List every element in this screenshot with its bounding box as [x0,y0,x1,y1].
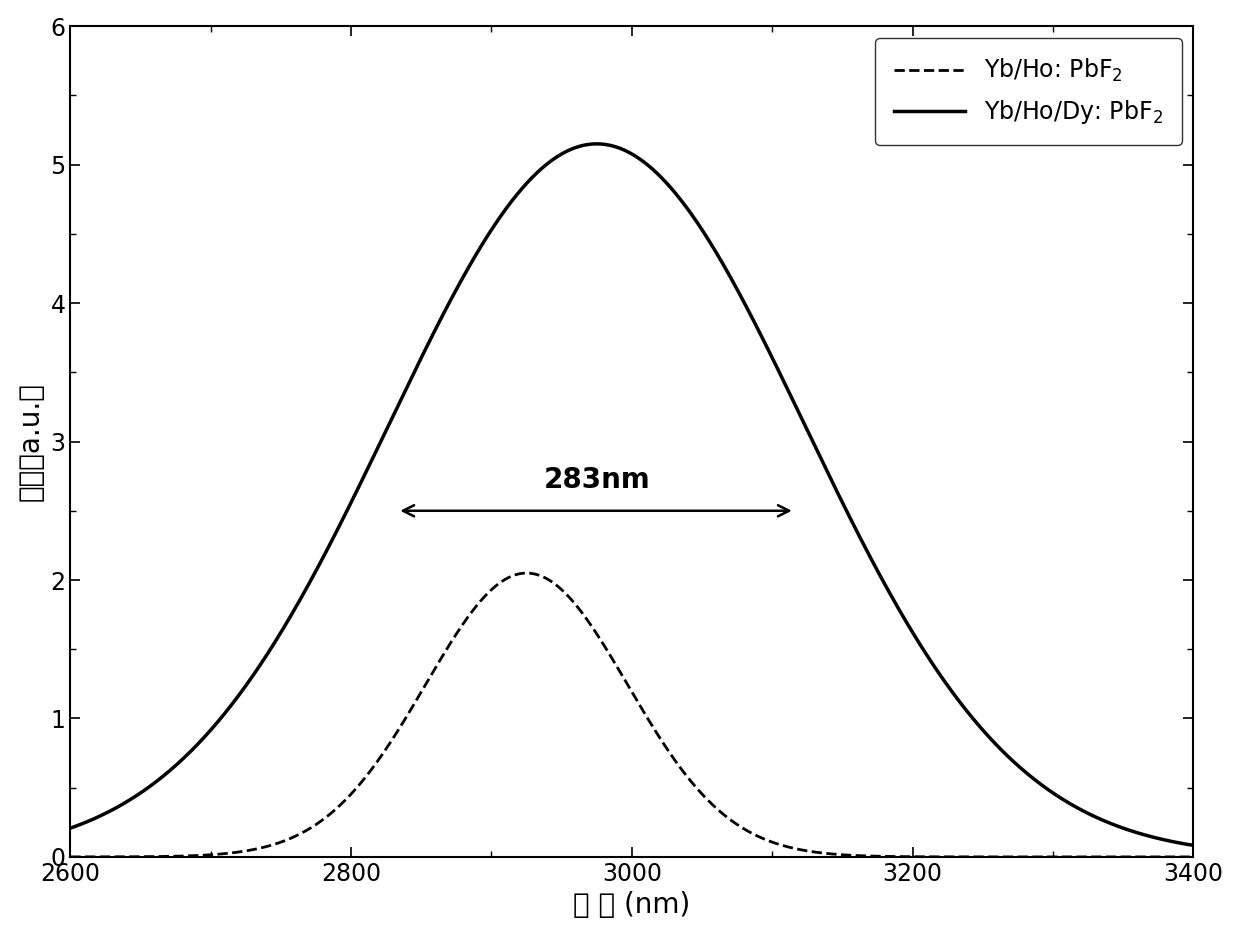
Yb/Ho: PbF$_2$: (2.91e+03, 1.99): PbF$_2$: (2.91e+03, 1.99) [494,577,508,588]
Yb/Ho: PbF$_2$: (2.94e+03, 2): PbF$_2$: (2.94e+03, 2) [543,575,558,586]
Line: Yb/Ho/Dy: PbF$_2$: Yb/Ho/Dy: PbF$_2$ [71,144,1193,845]
Yb/Ho/Dy: PbF$_2$: (2.94e+03, 5.02): PbF$_2$: (2.94e+03, 5.02) [542,156,557,168]
Yb/Ho/Dy: PbF$_2$: (3.3e+03, 0.473): PbF$_2$: (3.3e+03, 0.473) [1043,785,1058,797]
Yb/Ho/Dy: PbF$_2$: (2.74e+03, 1.44): PbF$_2$: (2.74e+03, 1.44) [258,652,273,664]
Yb/Ho: PbF$_2$: (2.74e+03, 0.0721): PbF$_2$: (2.74e+03, 0.0721) [258,841,273,853]
Yb/Ho: PbF$_2$: (3.4e+03, 7.26e-10): PbF$_2$: (3.4e+03, 7.26e-10) [1185,852,1200,863]
Yb/Ho/Dy: PbF$_2$: (3.38e+03, 0.112): PbF$_2$: (3.38e+03, 0.112) [1164,836,1179,847]
Text: 283nm: 283nm [543,466,650,494]
Yb/Ho/Dy: PbF$_2$: (2.91e+03, 4.63): PbF$_2$: (2.91e+03, 4.63) [494,210,508,221]
Legend: Yb/Ho: PbF$_2$, Yb/Ho/Dy: PbF$_2$: Yb/Ho: PbF$_2$, Yb/Ho/Dy: PbF$_2$ [875,38,1182,145]
Yb/Ho/Dy: PbF$_2$: (2.69e+03, 0.819): PbF$_2$: (2.69e+03, 0.819) [191,738,206,749]
Yb/Ho/Dy: PbF$_2$: (2.98e+03, 5.15): PbF$_2$: (2.98e+03, 5.15) [589,139,604,150]
Yb/Ho/Dy: PbF$_2$: (3.4e+03, 0.0834): PbF$_2$: (3.4e+03, 0.0834) [1185,840,1200,851]
Line: Yb/Ho: PbF$_2$: Yb/Ho: PbF$_2$ [71,573,1193,857]
Y-axis label: 强度（a.u.）: 强度（a.u.） [16,382,45,501]
Yb/Ho: PbF$_2$: (3.3e+03, 2.97e-06): PbF$_2$: (3.3e+03, 2.97e-06) [1043,852,1058,863]
Yb/Ho/Dy: PbF$_2$: (2.6e+03, 0.208): PbF$_2$: (2.6e+03, 0.208) [63,823,78,834]
Yb/Ho: PbF$_2$: (2.69e+03, 0.0105): PbF$_2$: (2.69e+03, 0.0105) [191,850,206,861]
Yb/Ho: PbF$_2$: (2.6e+03, 7.72e-05): PbF$_2$: (2.6e+03, 7.72e-05) [63,851,78,862]
X-axis label: 波 长 (nm): 波 长 (nm) [573,891,691,919]
Yb/Ho: PbF$_2$: (2.92e+03, 2.05): PbF$_2$: (2.92e+03, 2.05) [520,567,534,578]
Yb/Ho: PbF$_2$: (3.38e+03, 2.93e-09): PbF$_2$: (3.38e+03, 2.93e-09) [1164,852,1179,863]
